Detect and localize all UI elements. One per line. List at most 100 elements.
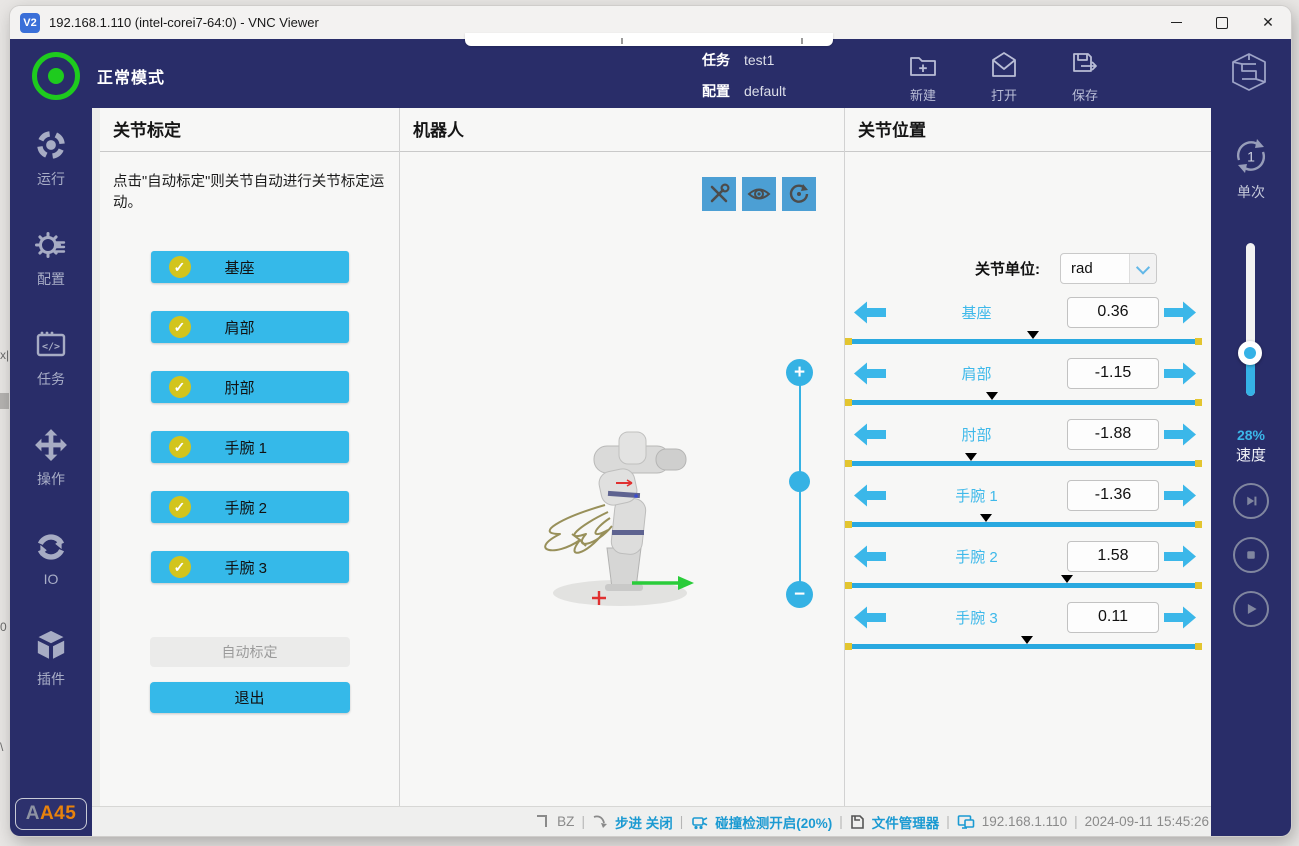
jog-plus-button[interactable]	[1164, 299, 1197, 326]
save-icon	[1073, 53, 1097, 72]
sidebar-item-task[interactable]: </> 任务	[10, 308, 92, 408]
cube-icon	[35, 628, 67, 661]
separator: |	[946, 814, 950, 829]
calibrate-wrist3-button[interactable]: ✓ 手腕 3	[150, 551, 349, 584]
task-label: 任务	[702, 52, 730, 68]
check-icon: ✓	[168, 256, 191, 279]
single-run-mode[interactable]: 1 单次	[1211, 134, 1291, 202]
speed-percent: 28%	[1236, 427, 1266, 443]
joint-position-marker	[965, 453, 978, 461]
joint-value-field[interactable]: -1.36	[1067, 479, 1159, 511]
open-task-label: 打开	[990, 88, 1017, 103]
new-task-button[interactable]: 新建	[892, 49, 954, 104]
collision-detect-icon	[690, 814, 708, 830]
calibrate-elbow-button[interactable]: ✓ 肘部	[150, 371, 349, 404]
jog-minus-button[interactable]	[853, 421, 886, 448]
zoom-slider-handle[interactable]	[789, 471, 810, 492]
joint-position-slider[interactable]	[845, 636, 1202, 650]
vnc-viewer-window: V2 192.168.1.110 (intel-corei7-64:0) - V…	[10, 6, 1291, 836]
sidebar-item-run[interactable]: 运行	[10, 108, 92, 208]
sidebar-item-label: 配置	[37, 270, 65, 287]
robot-reset-view-button[interactable]	[782, 177, 816, 211]
sidebar-item-label: IO	[43, 570, 59, 587]
jog-minus-button[interactable]	[853, 360, 886, 387]
calibrate-shoulder-button[interactable]: ✓ 肩部	[150, 311, 349, 344]
status-file-manager[interactable]: 文件管理器	[871, 815, 940, 831]
joint-value-field[interactable]: -1.15	[1067, 357, 1159, 389]
maximize-button[interactable]	[1199, 6, 1245, 39]
sidebar-item-io[interactable]: IO	[10, 508, 92, 608]
background-artifact: x|	[0, 348, 10, 362]
jog-minus-button[interactable]	[853, 299, 886, 326]
robot-3d-view[interactable]	[520, 430, 740, 625]
sidebar-item-config[interactable]: 配置	[10, 208, 92, 308]
joint-button-label: 肘部	[224, 379, 255, 397]
corner-bracket-icon	[536, 814, 550, 829]
check-icon: ✓	[168, 436, 191, 459]
robot-tools-button[interactable]	[702, 177, 736, 211]
new-task-label: 新建	[909, 88, 936, 103]
speed-slider-handle[interactable]	[1238, 341, 1262, 365]
status-step-mode[interactable]: 步进 关闭	[614, 815, 673, 831]
reset-view-icon	[789, 184, 809, 203]
stop-button[interactable]	[1233, 537, 1269, 573]
step-forward-button[interactable]	[1233, 483, 1269, 519]
auto-calibrate-button[interactable]: 自动标定	[149, 637, 350, 668]
eye-icon	[747, 188, 771, 200]
joint-value-field[interactable]: -1.88	[1067, 418, 1159, 450]
sidebar-item-operate[interactable]: 操作	[10, 408, 92, 508]
jog-plus-button[interactable]	[1164, 421, 1197, 448]
joint-button-label: 基座	[224, 259, 255, 277]
zoom-in-button[interactable]: +	[786, 359, 813, 386]
calibrate-base-button[interactable]: ✓ 基座	[150, 251, 349, 284]
robot-mode-indicator: 正常模式	[32, 52, 165, 100]
save-task-button[interactable]: 保存	[1054, 49, 1116, 104]
gear-icon	[35, 231, 66, 258]
calibrate-wrist2-button[interactable]: ✓ 手腕 2	[150, 491, 349, 524]
jog-plus-button[interactable]	[1164, 482, 1197, 509]
robot-model-badge[interactable]: A A45	[15, 798, 87, 830]
joint-position-slider[interactable]	[845, 514, 1202, 528]
jog-plus-button[interactable]	[1164, 604, 1197, 631]
joint-value-field[interactable]: 0.11	[1067, 601, 1159, 633]
separator: |	[679, 814, 684, 829]
status-collision-detect[interactable]: 碰撞检测开启(20%)	[715, 815, 833, 831]
open-task-button[interactable]: 打开	[973, 49, 1035, 104]
joint-button-label: 手腕 1	[224, 439, 268, 457]
badge-text: A	[25, 803, 40, 824]
jog-minus-button[interactable]	[853, 543, 886, 570]
joint-position-slider[interactable]	[845, 392, 1202, 406]
popup-remnant	[465, 33, 833, 46]
robot-visibility-button[interactable]	[742, 177, 776, 211]
config-value: default	[744, 83, 787, 99]
minimize-button[interactable]	[1153, 6, 1199, 39]
joint-position-slider[interactable]	[845, 453, 1202, 467]
joint-value-field[interactable]: 1.58	[1067, 540, 1159, 572]
jog-plus-button[interactable]	[1164, 360, 1197, 387]
save-task-label: 保存	[1071, 88, 1098, 103]
sidebar-item-plugin[interactable]: 插件	[10, 608, 92, 708]
joint-unit-select[interactable]: rad	[1060, 253, 1157, 284]
task-value: test1	[744, 52, 775, 68]
play-button[interactable]	[1233, 591, 1269, 627]
jog-minus-button[interactable]	[853, 604, 886, 631]
plus-icon: +	[793, 361, 806, 383]
main-content: 关节标定 点击"自动标定"则关节自动进行关节标定运动。 ✓ 基座 ✓ 肩部 ✓ …	[92, 108, 1211, 806]
separator: |	[839, 814, 843, 829]
joint-position-slider[interactable]	[845, 575, 1202, 589]
mode-label: 正常模式	[97, 70, 166, 87]
calibrate-wrist1-button[interactable]: ✓ 手腕 1	[150, 431, 349, 464]
joint-row-wrist3: 手腕 3 0.11	[845, 589, 1211, 650]
zoom-out-button[interactable]: −	[786, 581, 813, 608]
jog-plus-button[interactable]	[1164, 543, 1197, 570]
exit-button[interactable]: 退出	[149, 682, 350, 714]
joint-name: 手腕 2	[955, 548, 998, 566]
close-button[interactable]: ✕	[1245, 6, 1291, 39]
jog-minus-button[interactable]	[853, 482, 886, 509]
maximize-icon	[1216, 16, 1228, 29]
joint-row-wrist1: 手腕 1 -1.36	[845, 467, 1211, 528]
joint-value-field[interactable]: 0.36	[1067, 296, 1159, 328]
speed-slider-track[interactable]	[1238, 243, 1262, 396]
joint-position-slider[interactable]	[845, 331, 1202, 345]
status-datetime: 2024-09-11 15:45:26	[1084, 814, 1209, 829]
